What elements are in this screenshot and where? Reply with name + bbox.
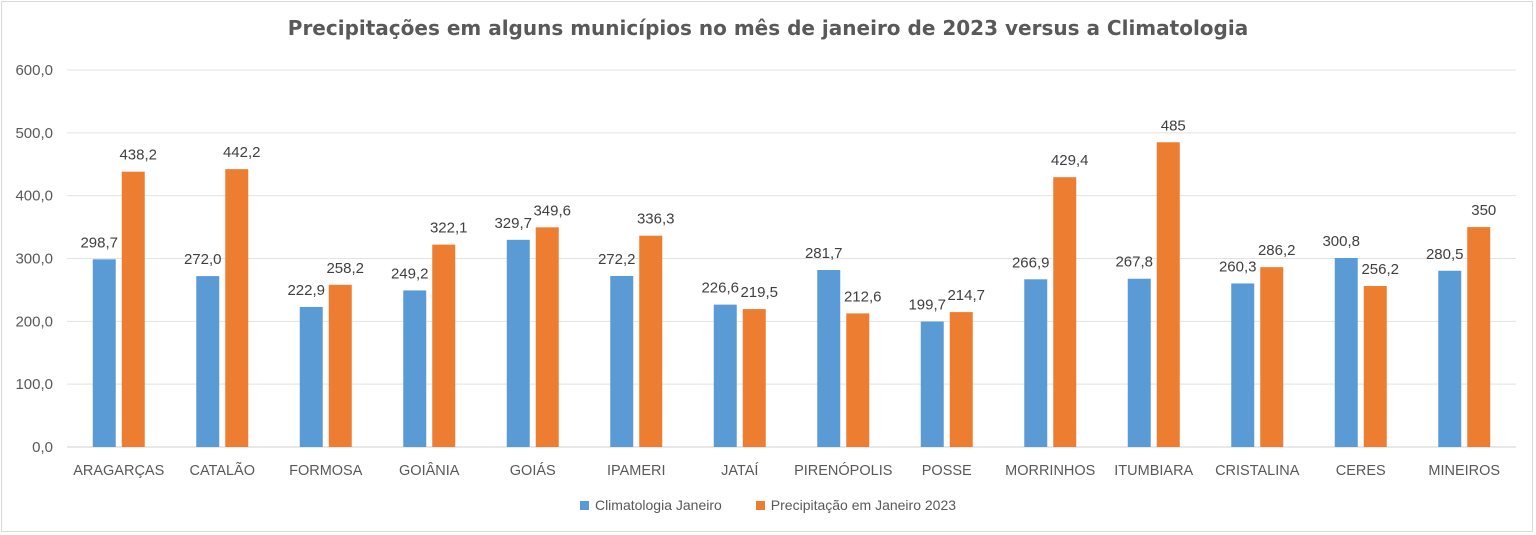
- data-label: 322,1: [430, 220, 468, 237]
- bar-precipitacao: [639, 235, 663, 447]
- legend: Climatologia Janeiro Precipitação em Jan…: [0, 497, 1536, 513]
- data-label: 298,7: [80, 234, 118, 251]
- x-category-label: GOIÂNIA: [399, 462, 460, 479]
- y-tick-label: 600,0: [15, 62, 53, 79]
- bar-precipitacao: [1053, 177, 1077, 447]
- x-category-label: JATAÍ: [721, 462, 758, 479]
- y-tick-label: 200,0: [15, 313, 53, 330]
- data-label: 199,7: [908, 297, 946, 314]
- bar-climatologia: [92, 259, 116, 447]
- x-axis-categories: ARAGARÇAS CATALÃO FORMOSA GOIÂNIA GOIÁS IPAME…: [73, 462, 1500, 479]
- data-label: 438,2: [119, 147, 157, 164]
- data-label: 442,2: [223, 144, 261, 161]
- y-tick-label: 0,0: [32, 439, 53, 456]
- data-label: 485: [1161, 117, 1186, 134]
- y-tick-label: 400,0: [15, 188, 53, 205]
- x-category-label: CERES: [1336, 463, 1386, 479]
- y-tick-label: 100,0: [15, 376, 53, 393]
- data-label: 350: [1471, 202, 1496, 219]
- bar-climatologia: [299, 306, 323, 447]
- bar-precipitacao: [846, 313, 870, 447]
- bar-precipitacao: [225, 169, 249, 447]
- data-label: 266,9: [1012, 254, 1050, 271]
- bar-precipitacao: [1156, 142, 1180, 447]
- data-label: 260,3: [1219, 258, 1257, 275]
- bar-climatologia: [920, 321, 944, 447]
- bar-climatologia: [196, 276, 220, 447]
- bar-climatologia: [713, 304, 737, 447]
- bar-precipitacao: [742, 309, 766, 447]
- data-label: 256,2: [1361, 261, 1399, 278]
- x-category-label: ARAGARÇAS: [73, 463, 164, 479]
- legend-label-climatologia: Climatologia Janeiro: [594, 497, 722, 513]
- bar-precipitacao: [432, 244, 456, 447]
- data-label: 214,7: [947, 287, 985, 304]
- y-tick-label: 300,0: [15, 251, 53, 268]
- x-category-label: MORRINHOS: [1005, 463, 1095, 479]
- x-category-label: FORMOSA: [289, 463, 363, 479]
- bar-precipitacao: [1363, 286, 1387, 447]
- data-label: 226,6: [701, 280, 739, 297]
- bar-climatologia: [1231, 283, 1255, 447]
- bar-precipitacao: [1260, 267, 1284, 447]
- data-label: 258,2: [326, 260, 364, 277]
- legend-label-precipitacao: Precipitação em Janeiro 2023: [770, 497, 957, 513]
- bar-climatologia: [817, 269, 841, 447]
- data-label: 272,0: [184, 251, 222, 268]
- data-label: 249,2: [391, 265, 429, 282]
- data-label: 286,2: [1258, 242, 1296, 259]
- x-category-label: ITUMBIARA: [1114, 463, 1193, 479]
- bar-climatologia: [1438, 270, 1462, 447]
- y-axis-ticks: 0,0 100,0 200,0 300,0 400,0 500,0 600,0: [15, 62, 53, 456]
- legend-item-climatologia: Climatologia Janeiro: [579, 497, 722, 513]
- x-category-label: CATALÃO: [189, 462, 255, 479]
- bar-precipitacao: [328, 284, 352, 447]
- data-label: 222,9: [287, 282, 325, 299]
- bar-climatologia: [1127, 278, 1151, 447]
- data-label: 336,3: [637, 211, 675, 228]
- x-category-label: POSSE: [922, 463, 972, 479]
- data-label: 329,7: [494, 215, 532, 232]
- bar-climatologia: [1024, 279, 1048, 447]
- data-label: 219,5: [740, 284, 778, 301]
- data-label: 272,2: [598, 251, 636, 268]
- x-category-label: GOIÁS: [510, 462, 556, 479]
- data-label: 300,8: [1322, 233, 1360, 250]
- gridlines: [67, 69, 1516, 448]
- bar-precipitacao: [1467, 227, 1491, 447]
- legend-swatch-climatologia: [579, 500, 589, 510]
- legend-swatch-precipitacao: [755, 500, 765, 510]
- data-label: 212,6: [844, 288, 882, 305]
- bar-climatologia: [403, 290, 427, 447]
- bars: [92, 142, 1491, 447]
- data-label: 280,5: [1426, 246, 1464, 263]
- data-label: 429,4: [1051, 152, 1089, 169]
- bar-precipitacao: [535, 227, 559, 447]
- y-tick-label: 500,0: [15, 125, 53, 142]
- chart-title: Precipitações em alguns municípios no mê…: [287, 16, 1249, 40]
- x-category-label: IPAMERI: [607, 463, 666, 479]
- bar-precipitacao: [949, 312, 973, 447]
- x-category-label: CRISTALINA: [1215, 463, 1300, 479]
- x-category-label: PIRENÓPOLIS: [794, 462, 892, 479]
- data-label: 349,6: [533, 202, 571, 219]
- bar-climatologia: [506, 239, 530, 447]
- bar-precipitacao: [121, 171, 145, 447]
- x-category-label: MINEIROS: [1428, 463, 1500, 479]
- bar-climatologia: [1334, 257, 1358, 447]
- data-label: 281,7: [805, 245, 843, 262]
- legend-item-precipitacao: Precipitação em Janeiro 2023: [755, 497, 957, 513]
- bar-climatologia: [610, 275, 634, 447]
- data-label: 267,8: [1115, 254, 1153, 271]
